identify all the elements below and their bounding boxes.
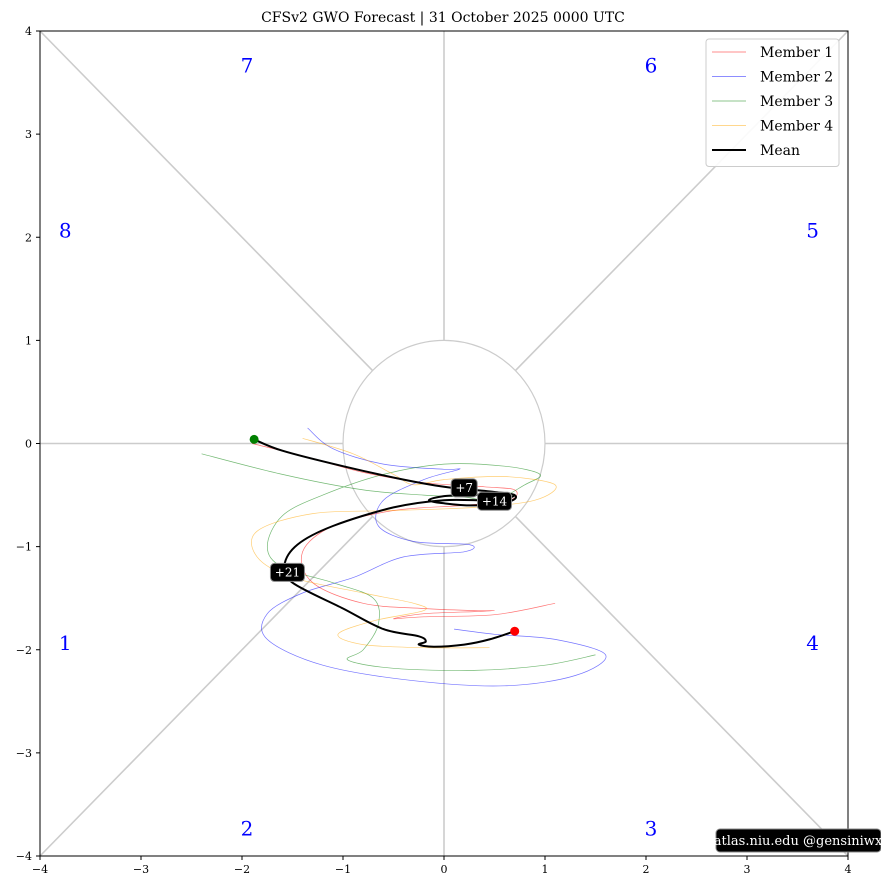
x-tick-label: 3 [744,863,751,876]
phase-label-8: 8 [59,219,72,243]
x-tick-label: 4 [845,863,852,876]
y-tick-label: 4 [25,25,32,38]
y-tick-label: 1 [25,334,32,347]
series-line-member-2 [261,427,607,687]
credit-box: atlas.niu.edu @gensiniwx [714,828,881,853]
marker-layer: +7 +14 +21 [249,434,520,636]
diagonal-se-line [514,515,849,857]
phase-label-6: 6 [645,54,658,78]
x-tick-label: 0 [441,863,448,876]
end-marker [510,626,520,636]
phase-label-5: 5 [806,219,819,243]
day-label-text: +14 [482,494,508,508]
day-label-box [477,491,512,511]
diagonal-nw-line [39,30,374,372]
x-tick-label: −2 [234,863,250,876]
y-tick-label: −3 [16,747,32,760]
x-tick-label: 2 [643,863,650,876]
y-tick-label: −4 [16,850,32,863]
phase-labels: 1 2 3 4 5 6 7 8 [59,54,819,841]
chart-title: CFSv2 GWO Forecast | 31 October 2025 000… [261,10,625,26]
legend-box [705,38,840,167]
x-tick-label: −4 [32,863,48,876]
day-label: +7 [450,478,478,498]
series-layer [201,427,607,687]
y-tick-label: 3 [25,128,32,141]
day-label: +21 [269,562,305,582]
phase-label-7: 7 [241,54,254,78]
y-tick-label: −2 [16,644,32,657]
phase-divider-lines [39,30,849,857]
series-line-member-4 [251,437,557,649]
x-tick-label: 1 [542,863,549,876]
unit-circle [342,339,546,548]
x-tick-label: −3 [133,863,149,876]
day-label-box [269,562,305,582]
y-tick-label: −1 [16,541,32,554]
phase-label-4: 4 [806,631,819,655]
day-label-text: +21 [275,565,300,579]
y-tick-label: 2 [25,231,32,244]
day-label-text: +7 [455,481,473,495]
start-marker [249,434,259,444]
legend: Member 1 Member 2 Member 3 Member 4 Mean [705,38,840,167]
credit-background [715,828,881,853]
legend-label: Member 1 [760,45,833,61]
x-tick-label: −1 [335,863,351,876]
day-label: +14 [477,491,512,511]
plot-frame [39,30,849,857]
axis-ticks: −4 −3 −2 −1 0 1 2 3 4 −4 −3 −2 −1 0 1 2 3 4 [16,25,852,876]
legend-label: Mean [760,143,800,159]
diagonal-sw-line [39,515,374,857]
legend-label: Member 4 [760,119,833,135]
phase-label-1: 1 [59,631,72,655]
y-tick-label: 0 [25,438,32,451]
day-label-box [450,478,478,498]
legend-label: Member 2 [760,70,833,86]
phase-label-2: 2 [241,817,254,841]
legend-label: Member 3 [760,94,833,110]
credit-text: atlas.niu.edu @gensiniwx [714,834,881,849]
phase-label-3: 3 [645,817,658,841]
